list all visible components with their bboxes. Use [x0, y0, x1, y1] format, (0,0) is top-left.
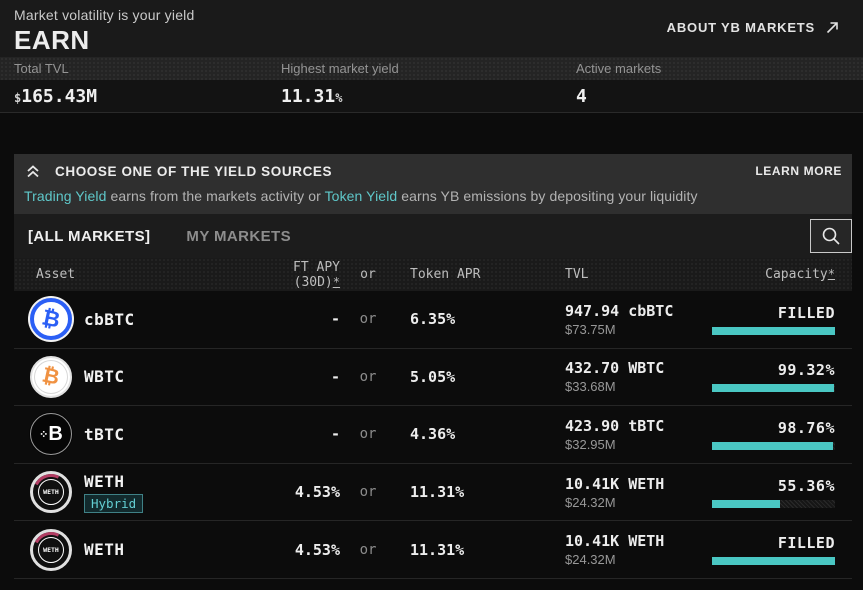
capacity-label: 98.76% [777, 418, 835, 437]
asset-name: WETH [84, 540, 125, 560]
tvl-cell: 10.41K WETH $24.32M [536, 532, 696, 567]
asset-name: cbBTC [84, 309, 135, 329]
token-yield-link[interactable]: Token Yield [324, 188, 398, 204]
hybrid-badge: Hybrid [84, 493, 144, 513]
external-arrow-icon [826, 22, 838, 34]
or-label: or [359, 368, 377, 385]
or-label: or [359, 311, 377, 328]
active-markets-value: 4 [576, 85, 587, 107]
capacity-label: FILLED [777, 534, 835, 553]
tvl-usd: $73.75M [565, 321, 616, 337]
capacity-cell: FILLED [696, 304, 852, 335]
table-row[interactable]: ₿ cbBTC - or 6.35% 947.94 cbBTC $73.75M … [14, 291, 852, 349]
or-label: or [359, 426, 377, 443]
table-row[interactable]: WETH WETH Hybrid 4.53% or 11.31% 10.41K … [14, 463, 852, 522]
column-ft-apy[interactable]: FT APY (30D)* [293, 259, 340, 290]
capacity-bar [712, 557, 835, 566]
ft-apy-value: - [330, 367, 340, 386]
column-asset: Asset [36, 267, 76, 282]
capacity-cell: 99.32% [696, 361, 852, 393]
tabs-row: [ALL MARKETS] MY MARKETS [14, 214, 852, 258]
tvl-usd: $33.68M [565, 379, 616, 395]
chevron-double-up-icon[interactable] [24, 162, 42, 180]
capacity-label: FILLED [777, 303, 835, 322]
tvl-amount: 432.70 WBTC [565, 359, 665, 378]
highest-yield-label: Highest market yield [281, 61, 399, 76]
ft-apy-value: 4.53% [294, 483, 340, 502]
column-or: or [360, 267, 376, 282]
page-title: EARN [14, 25, 90, 55]
tvl-amount: 10.41K WETH [565, 532, 665, 551]
total-tvl-label: Total TVL [14, 61, 69, 76]
or-label: or [359, 541, 377, 558]
cbbtc-coin-icon: ₿ [30, 298, 72, 341]
search-button[interactable] [810, 219, 852, 253]
tab-all-markets[interactable]: [ALL MARKETS] [28, 227, 151, 245]
table-row[interactable]: ⁘ B tBTC - or 4.36% 423.90 tBTC $32.95M 9… [14, 406, 852, 464]
tvl-amount: 947.94 cbBTC [565, 301, 674, 320]
capacity-cell: FILLED [696, 534, 852, 566]
learn-more-link[interactable]: LEARN MORE [755, 164, 842, 178]
tvl-amount: 10.41K WETH [565, 474, 665, 493]
capacity-label: 55.36% [777, 476, 835, 495]
weth-coin-icon: WETH [28, 526, 74, 573]
highest-yield-value: 11.31% [281, 85, 343, 107]
active-markets-label: Active markets [576, 61, 662, 76]
search-icon [822, 227, 840, 245]
about-yb-markets-link[interactable]: ABOUT YB MARKETS [667, 19, 841, 36]
capacity-cell: 98.76% [696, 419, 852, 450]
capacity-label: 99.32% [777, 361, 835, 380]
trading-yield-link[interactable]: Trading Yield [24, 188, 107, 204]
stats-labels-row: Total TVL Highest market yield Active ma… [0, 57, 863, 80]
tvl-cell: 10.41K WETH $24.32M [536, 475, 696, 510]
ft-apy-value: - [330, 310, 340, 329]
token-apr-value: 5.05% [410, 367, 456, 386]
banner-subtitle: Trading Yield earns from the markets act… [24, 188, 698, 204]
capacity-bar [712, 326, 835, 335]
capacity-bar [712, 384, 835, 393]
ft-apy-value: - [330, 425, 340, 444]
tab-my-markets[interactable]: MY MARKETS [186, 227, 291, 245]
tvl-usd: $32.95M [565, 436, 616, 452]
token-apr-value: 11.31% [410, 483, 465, 502]
token-apr-value: 4.36% [410, 425, 456, 444]
or-label: or [359, 484, 377, 501]
wbtc-coin-icon: ₿ [30, 355, 72, 398]
capacity-bar [712, 499, 835, 508]
column-token-apr: Token APR [410, 267, 481, 282]
asset-name: WETH [84, 471, 125, 491]
tvl-cell: 423.90 tBTC $32.95M [536, 417, 696, 452]
column-capacity[interactable]: Capacity* [765, 267, 835, 282]
column-tvl: TVL [565, 267, 589, 282]
banner-title: CHOOSE ONE OF THE YIELD SOURCES [55, 163, 333, 179]
capacity-cell: 55.36% [696, 477, 852, 508]
tagline: Market volatility is your yield [14, 7, 195, 23]
tvl-cell: 947.94 cbBTC $73.75M [536, 302, 696, 337]
table-row[interactable]: WETH WETH 4.53% or 11.31% 10.41K WETH $2… [14, 521, 852, 579]
tvl-cell: 432.70 WBTC $33.68M [536, 359, 696, 394]
table-row[interactable]: ₿ WBTC - or 5.05% 432.70 WBTC $33.68M 99… [14, 348, 852, 407]
total-tvl-value: $165.43M [14, 85, 98, 107]
tvl-usd: $24.32M [565, 494, 616, 510]
page-header: Market volatility is your yield EARN ABO… [0, 0, 863, 57]
markets-panel: CHOOSE ONE OF THE YIELD SOURCES LEARN MO… [14, 154, 852, 579]
table-header: Asset FT APY (30D)* or Token APR TVL Cap… [14, 258, 852, 291]
token-apr-value: 11.31% [410, 540, 465, 559]
weth-coin-icon: WETH [28, 469, 74, 515]
about-link-label: ABOUT YB MARKETS [666, 20, 815, 35]
stats-values-row: $165.43M 11.31% 4 [0, 80, 863, 113]
ft-apy-value: 4.53% [294, 540, 340, 559]
tbtc-coin-icon: ⁘ B [30, 413, 72, 456]
token-apr-value: 6.35% [410, 310, 456, 329]
tvl-usd: $24.32M [565, 552, 616, 568]
asset-name: WBTC [84, 367, 125, 387]
yield-sources-banner: CHOOSE ONE OF THE YIELD SOURCES LEARN MO… [14, 154, 852, 214]
tvl-amount: 423.90 tBTC [565, 416, 665, 435]
asset-name: tBTC [84, 424, 125, 444]
capacity-bar [712, 441, 835, 450]
